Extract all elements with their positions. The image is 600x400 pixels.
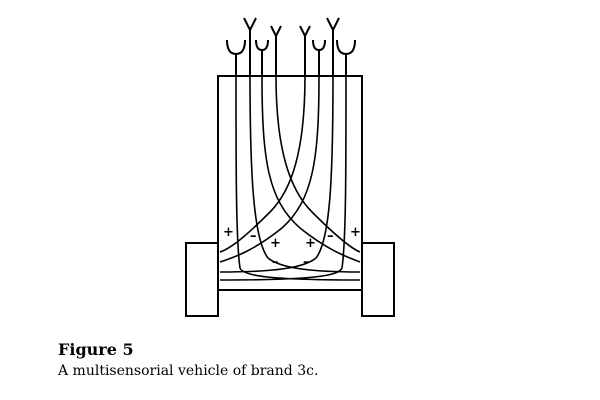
sign-center-left-plus: + [270,236,281,251]
sensors [226,17,356,76]
sign-center-right-minus: – [303,255,310,270]
connecting-wires [219,75,361,281]
sensor-u-cup-icon [336,39,356,76]
sensor-u-cup-icon [226,39,246,76]
sensor-u-cup-icon [255,39,269,76]
wire [275,75,361,253]
sign-right-inner: – [327,229,334,244]
sensor-y-fork-icon [270,25,282,76]
right-wheel [361,242,395,317]
wire [249,75,361,273]
caption-block: Figure 5 A multisensorial vehicle of bra… [58,340,318,382]
vehicle-diagram: + – + + – – – + [185,17,395,317]
wire [235,75,361,281]
wire [219,75,320,263]
figure-caption: A multisensorial vehicle of brand 3c. [58,363,319,379]
left-wheel [185,242,219,317]
sign-left-inner: – [250,229,257,244]
sensor-y-fork-icon [243,17,257,76]
wire [219,75,334,273]
sensor-y-fork-icon [299,25,311,76]
wire [219,75,306,253]
sign-center-right-plus: + [305,236,316,251]
sensor-u-cup-icon [312,39,326,76]
figure-title: Figure 5 [58,340,134,359]
sign-right-outer: + [350,225,361,240]
sign-center-left-minus: – [272,255,279,270]
wire [219,75,347,281]
sign-left-outer: + [223,225,234,240]
sensor-y-fork-icon [326,17,340,76]
wire [261,75,361,263]
connection-signs: + – + + – – – + [223,225,361,270]
